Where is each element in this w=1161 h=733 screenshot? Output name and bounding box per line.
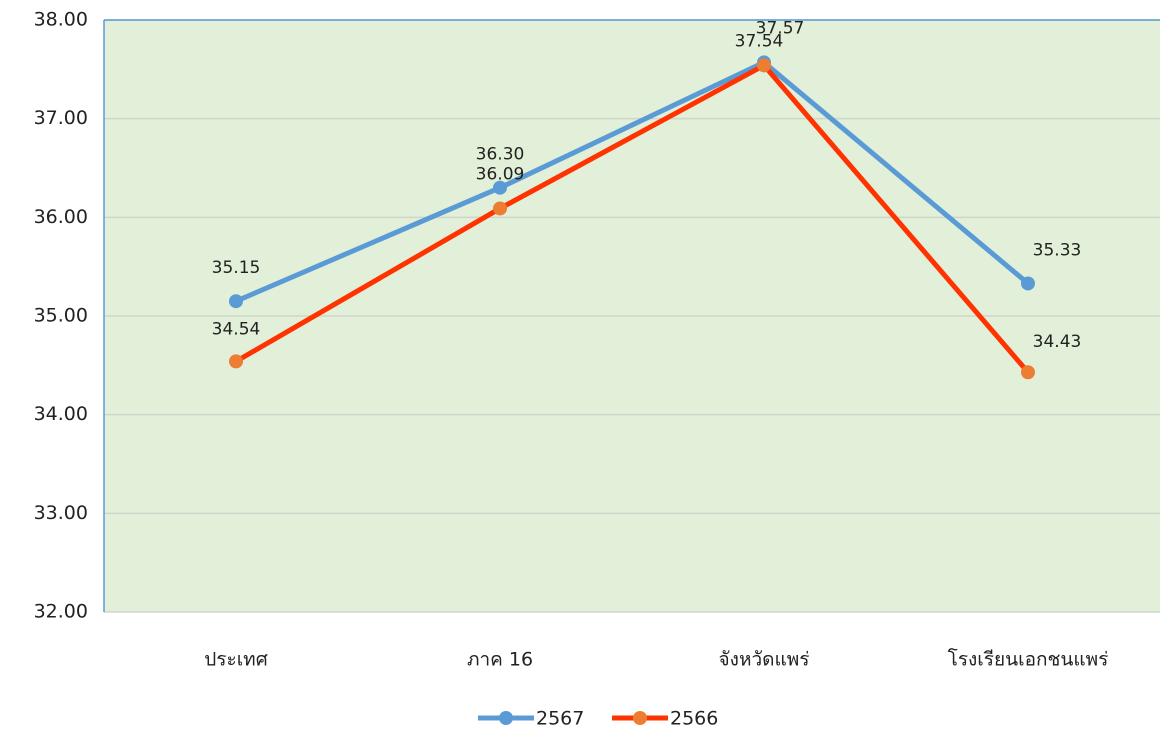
marker [1021,276,1035,291]
marker [493,180,507,195]
x-tick-label: โรงเรียนเอกชนแพร่ [948,648,1109,671]
data-label: 35.33 [1033,240,1082,260]
x-tick-label: จังหวัดแพร่ [719,649,810,671]
y-tick-label: 38.00 [34,9,88,31]
x-tick-label: ประเทศ [204,649,268,671]
data-label: 36.09 [476,164,525,184]
y-tick-label: 35.00 [34,305,88,327]
legend-marker [499,711,513,725]
x-tick-label: ภาค 16 [467,649,533,671]
marker [1021,365,1035,380]
series-line [234,62,1030,374]
legend-label: 2566 [670,708,718,730]
data-label: 34.43 [1033,332,1082,352]
data-label: 37.54 [735,31,784,51]
y-tick-label: 32.00 [34,601,88,623]
y-tick-label: 34.00 [34,403,88,425]
data-label: 34.54 [212,319,261,339]
legend-marker [633,711,647,725]
y-tick-label: 33.00 [34,502,88,524]
y-tick-label: 37.00 [34,107,88,129]
marker [229,354,243,369]
marker [493,201,507,216]
series-line [235,59,1030,304]
marker [757,58,771,73]
data-label: 35.15 [212,258,261,278]
legend-label: 2567 [536,708,584,730]
y-tick-label: 36.00 [34,206,88,228]
data-label: 37.57 [756,18,805,38]
data-label: 36.30 [476,145,525,165]
marker [229,294,243,309]
